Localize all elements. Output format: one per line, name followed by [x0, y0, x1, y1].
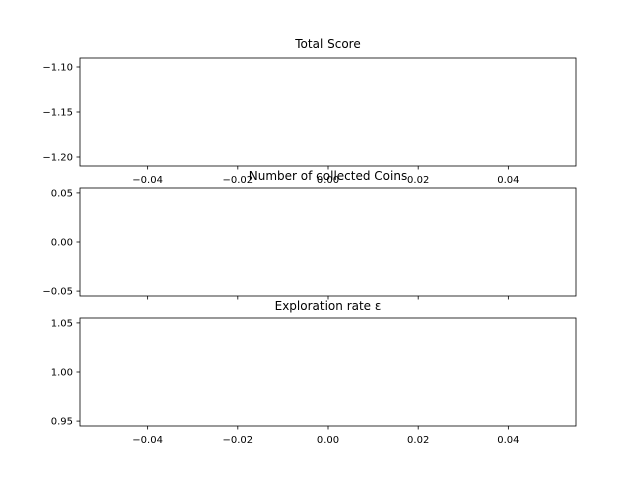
- x-tick-label: −0.04: [132, 435, 163, 446]
- tick-marks: [76, 66, 509, 170]
- tick-marks: [76, 322, 509, 430]
- subplot-title: Total Score: [294, 37, 360, 51]
- x-tick-label: −0.02: [222, 435, 253, 446]
- y-tick-label: −1.15: [42, 108, 73, 119]
- x-tick-label: 0.00: [317, 435, 339, 446]
- tick-labels: 0.05 0.00 −0.05: [42, 189, 73, 298]
- y-tick-label: 1.00: [51, 368, 73, 379]
- subplot-total-score: Total Score −0.04 −0.02 0.00 0.02 0.04−1.10−…: [42, 37, 577, 186]
- tick-marks: [76, 192, 509, 300]
- x-tick-label: 0.04: [497, 175, 519, 186]
- y-tick-label: 1.05: [51, 319, 73, 330]
- tick-labels: −0.04 −0.02 0.00 0.02 0.04 1.05 1.00 0.95: [51, 319, 520, 446]
- y-tick-label: −1.10: [42, 63, 73, 74]
- y-tick-label: 0.00: [51, 238, 73, 249]
- x-tick-label: 0.02: [407, 435, 429, 446]
- y-tick-label: −1.20: [42, 153, 73, 164]
- x-tick-label: −0.04: [132, 175, 163, 186]
- y-tick-label: 0.05: [51, 189, 73, 200]
- subplot-title: Number of collected Coins: [249, 169, 407, 183]
- subplot-title: Exploration rate ε: [275, 299, 382, 313]
- subplot-exploration-rate: −0.04 −0.02 0.00 0.02 0.04 1.05 1.00 0.95 Explo…: [51, 299, 577, 446]
- axes-frame: [79, 57, 577, 167]
- y-tick-label: −0.05: [42, 287, 73, 298]
- x-tick-label: −0.02: [222, 175, 253, 186]
- subplot-collected-coins: 0.05 0.00 −0.05 Number of collected Coins: [42, 169, 577, 300]
- tick-labels: −0.04 −0.02 0.00 0.02 0.04 −1.10 −1.15 −1.20: [42, 63, 519, 186]
- x-tick-label: 0.00: [317, 175, 339, 186]
- x-tick-label: 0.04: [497, 435, 519, 446]
- x-tick-label: 0.02: [407, 175, 429, 186]
- y-tick-label: 0.95: [51, 417, 73, 428]
